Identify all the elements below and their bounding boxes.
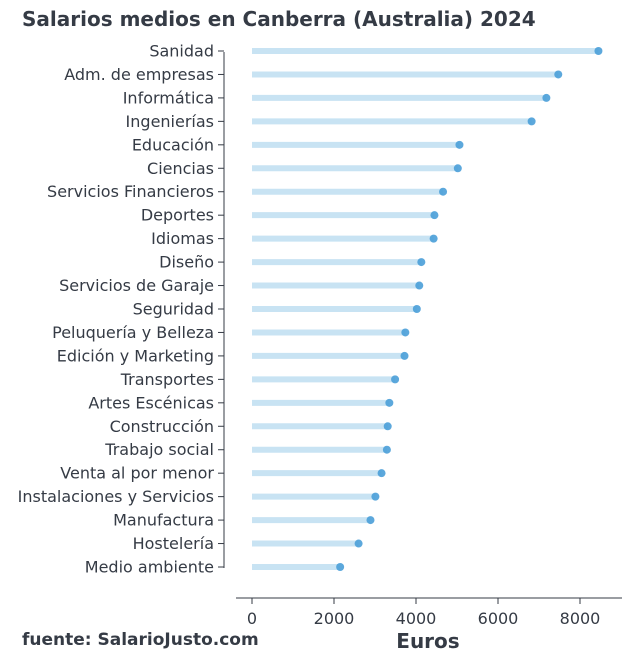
x-ticks: 0 2000 4000 6000 8000 — [247, 598, 600, 628]
category-label-17: Trabajo social — [104, 440, 214, 459]
x-tick-label-1: 2000 — [314, 609, 355, 628]
category-labels: Sanidad Adm. de empresas Informática Ingeni… — [18, 42, 224, 577]
category-label-9: Diseño — [159, 253, 214, 272]
data-point-9 — [417, 258, 426, 267]
category-label-6: Servicios Financieros — [47, 182, 214, 201]
data-point-20 — [366, 516, 375, 525]
data-point-4 — [455, 140, 464, 149]
data-point-13 — [400, 351, 409, 360]
category-label-21: Hostelería — [133, 534, 214, 553]
category-label-16: Construcción — [110, 417, 214, 436]
category-label-4: Educación — [132, 135, 214, 154]
data-point-6 — [439, 187, 448, 196]
category-label-1: Adm. de empresas — [64, 65, 214, 84]
category-label-2: Informática — [123, 88, 214, 107]
data-point-19 — [371, 492, 380, 501]
data-point-3 — [527, 117, 536, 126]
category-label-14: Transportes — [120, 370, 214, 389]
category-label-19: Instalaciones y Servicios — [18, 487, 214, 506]
data-point-2 — [542, 93, 551, 102]
category-label-8: Idiomas — [151, 229, 214, 248]
chart-title: Salarios medios en Canberra (Australia) … — [22, 7, 536, 31]
data-point-7 — [430, 211, 439, 220]
category-label-5: Ciencias — [147, 159, 214, 178]
data-point-0 — [594, 47, 603, 55]
category-label-3: Ingenierías — [126, 112, 214, 131]
data-point-12 — [401, 328, 410, 337]
data-point-21 — [354, 539, 363, 548]
x-tick-label-4: 8000 — [560, 609, 601, 628]
category-label-13: Edición y Marketing — [57, 346, 214, 365]
category-label-7: Deportes — [141, 206, 214, 225]
data-point-11 — [412, 305, 421, 313]
data-point-1 — [554, 70, 563, 79]
category-label-10: Servicios de Garaje — [59, 276, 214, 295]
data-point-16 — [383, 422, 392, 431]
data-point-22 — [336, 563, 345, 571]
dots-group — [336, 47, 603, 571]
x-tick-label-3: 6000 — [478, 609, 519, 628]
category-label-18: Venta al por menor — [60, 464, 214, 483]
x-tick-label-0: 0 — [247, 609, 257, 628]
category-label-12: Peluquería y Belleza — [52, 323, 214, 342]
data-point-17 — [382, 445, 391, 454]
category-label-22: Medio ambiente — [85, 558, 214, 577]
data-point-14 — [391, 375, 400, 384]
category-label-20: Manufactura — [113, 511, 214, 530]
data-point-10 — [415, 281, 424, 290]
data-point-18 — [377, 469, 386, 478]
stems-group — [252, 48, 599, 570]
category-label-11: Seguridad — [133, 300, 214, 319]
x-axis-label: Euros — [396, 629, 459, 653]
data-point-8 — [429, 234, 438, 243]
source-note: fuente: SalarioJusto.com — [22, 630, 259, 650]
data-point-5 — [453, 164, 462, 173]
x-tick-label-2: 4000 — [396, 609, 437, 628]
category-label-0: Sanidad — [149, 42, 214, 61]
data-point-15 — [385, 398, 394, 407]
category-label-15: Artes Escénicas — [88, 393, 214, 412]
